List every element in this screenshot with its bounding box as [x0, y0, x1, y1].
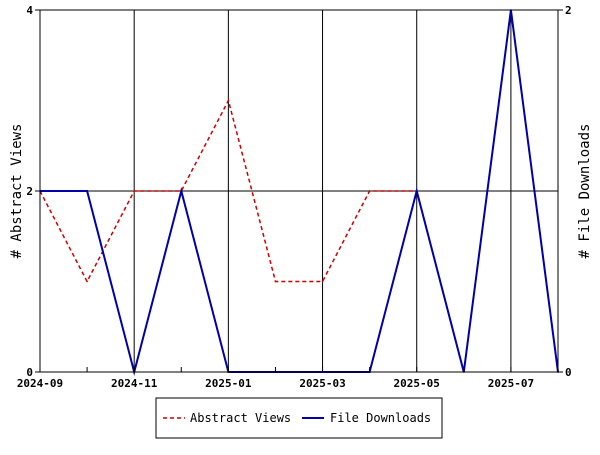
data-point-abstract-views [227, 99, 230, 102]
data-point-abstract-views [133, 190, 135, 192]
data-point-abstract-views [274, 280, 277, 283]
data-point-file-downloads [415, 190, 418, 192]
legend-label-abstract-views: Abstract Views [190, 411, 291, 425]
legend: Abstract Views File Downloads [155, 397, 443, 439]
y-tick-label-left: 0 [26, 366, 33, 379]
data-point-abstract-views [86, 280, 88, 283]
axes [35, 9, 563, 373]
y-axis-title-left: # Abstract Views [9, 124, 25, 259]
x-tick-label: 2025-03 [299, 377, 345, 390]
tick-labels: 2024-09 2024-11 2025-01 2025-03 2025-05 2025-… [17, 4, 572, 390]
y-tick-label-right: 0 [565, 366, 572, 379]
x-tick-label: 2024-09 [17, 377, 63, 390]
grid-lines [40, 10, 558, 372]
legend-label-file-downloads: File Downloads [330, 411, 431, 425]
legend-box [155, 397, 443, 439]
y-axis-title-right: # File Downloads [577, 124, 593, 259]
x-tick-label: 2024-11 [111, 377, 158, 390]
x-tick-label: 2025-05 [394, 377, 440, 390]
y-tick-label-left: 2 [26, 185, 33, 198]
y-tick-label-right: 2 [565, 4, 572, 17]
y-tick-label-left: 4 [26, 4, 33, 17]
data-point-file-downloads [180, 190, 183, 192]
data-point-file-downloads [86, 190, 88, 192]
series-line-abstract-views [39, 9, 559, 373]
data-point-abstract-views [368, 190, 371, 192]
data-point-abstract-views [321, 280, 324, 283]
x-tick-label: 2025-01 [205, 377, 252, 390]
x-tick-label: 2025-07 [488, 377, 534, 390]
